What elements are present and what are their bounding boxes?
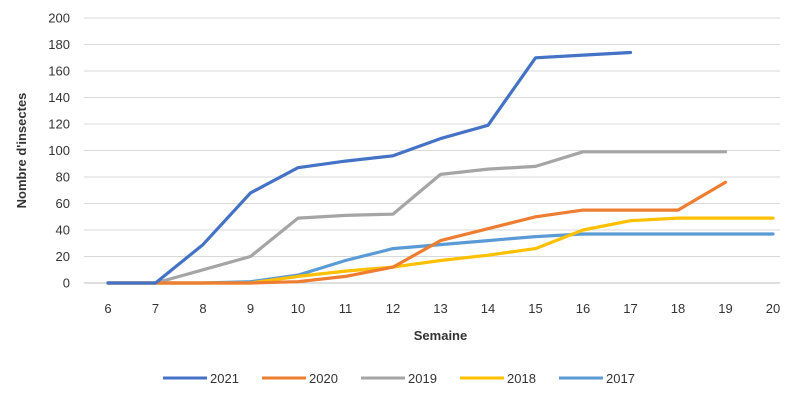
legend-label: 2017 [606,371,635,386]
y-tick-label: 180 [48,37,70,52]
series-line-2021 [106,50,633,285]
y-tick-label: 40 [56,223,70,238]
y-tick-label: 60 [56,196,70,211]
legend-item: 2020 [262,371,338,386]
x-tick-label: 7 [152,301,159,316]
gridlines [84,17,780,284]
y-axis-ticks: 0 20 40 60 80 100 120 140 160 180 200 [48,11,70,291]
y-tick-label: 80 [56,170,70,185]
x-tick-label: 11 [339,301,353,316]
y-tick-label: 120 [48,117,70,132]
legend-item: 2021 [163,371,239,386]
y-tick-label: 0 [63,276,70,291]
x-tick-label: 14 [481,301,495,316]
legend-label: 2019 [408,371,437,386]
legend: 2021 2020 2019 2018 2017 [163,371,635,386]
x-tick-label: 18 [671,301,685,316]
x-axis-ticks: 6 7 8 9 10 11 12 13 14 15 16 17 18 19 20 [104,301,780,316]
x-tick-label: 17 [623,301,637,316]
x-tick-label: 19 [718,301,732,316]
y-tick-label: 200 [48,11,70,26]
series-line-2018 [106,216,775,285]
legend-label: 2020 [309,371,338,386]
series-line-2020 [106,180,728,285]
x-tick-label: 20 [766,301,780,316]
legend-item: 2017 [559,371,635,386]
legend-label: 2021 [210,371,239,386]
x-tick-label: 12 [386,301,400,316]
x-tick-label: 10 [291,301,305,316]
y-axis-title: Nombre d'insectes [14,93,29,209]
y-tick-label: 140 [48,90,70,105]
x-tick-label: 6 [104,301,111,316]
y-tick-label: 160 [48,64,70,79]
x-tick-label: 8 [199,301,206,316]
x-tick-label: 16 [576,301,590,316]
x-tick-label: 9 [247,301,254,316]
legend-item: 2018 [460,371,536,386]
x-tick-label: 13 [433,301,447,316]
series-line-2019 [106,150,728,285]
series-lines [106,50,775,285]
x-axis-title: Semaine [414,328,467,343]
x-tick-label: 15 [528,301,542,316]
legend-item: 2019 [361,371,437,386]
y-tick-label: 20 [56,249,70,264]
legend-label: 2018 [507,371,536,386]
y-tick-label: 100 [48,143,70,158]
